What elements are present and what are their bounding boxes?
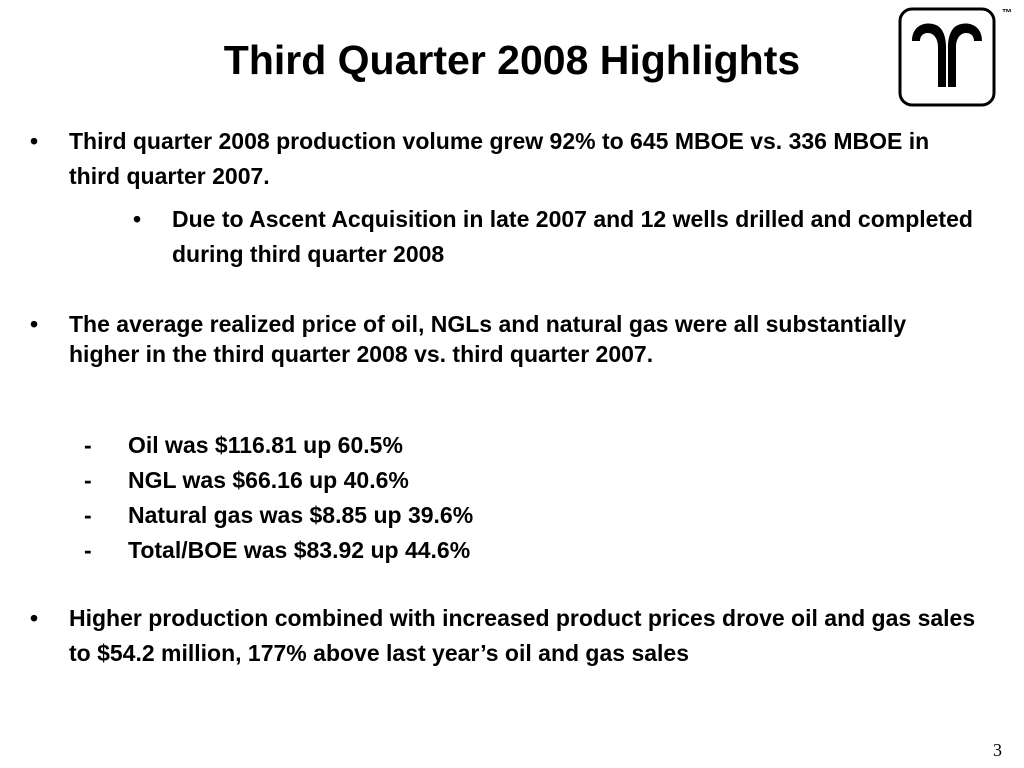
bullet-text: Third quarter 2008 production volume gre… [69,128,930,189]
bullet-text: Due to Ascent Acquisition in late 2007 a… [172,206,973,267]
page-number: 3 [993,740,1002,760]
sub-bullet-acquisition: • Due to Ascent Acquisition in late 2007… [133,202,983,272]
price-item-text: Natural gas was $8.85 up 39.6% [128,502,474,528]
list-item: - NGL was $66.16 up 40.6% [84,463,473,498]
bullet-production: • Third quarter 2008 production volume g… [30,124,980,194]
price-item-text: NGL was $66.16 up 40.6% [128,467,409,493]
list-item: - Total/BOE was $83.92 up 44.6% [84,533,473,568]
dash-marker: - [84,537,92,563]
bullet-sales: • Higher production combined with increa… [30,601,980,671]
bullet-marker: • [133,206,142,232]
price-item-text: Total/BOE was $83.92 up 44.6% [128,537,471,563]
price-item-text: Oil was $116.81 up 60.5% [128,432,403,458]
dash-marker: - [84,502,92,528]
slide-title: Third Quarter 2008 Highlights [223,37,801,83]
price-list: - Oil was $116.81 up 60.5% - NGL was $66.1… [84,428,473,568]
bullet-marker: • [30,311,39,337]
bullet-marker: • [30,605,39,631]
list-item: - Natural gas was $8.85 up 39.6% [84,498,473,533]
bullet-text: Higher production combined with increase… [69,605,976,666]
company-logo-icon [898,7,996,107]
bullet-text: The average realized price of oil, NGLs … [69,311,907,367]
trademark-symbol: ™ [1002,8,1012,19]
dash-marker: - [84,432,92,458]
dash-marker: - [84,467,92,493]
list-item: - Oil was $116.81 up 60.5% [84,428,473,463]
bullet-marker: • [30,128,39,154]
bullet-prices: • The average realized price of oil, NGL… [30,309,980,369]
